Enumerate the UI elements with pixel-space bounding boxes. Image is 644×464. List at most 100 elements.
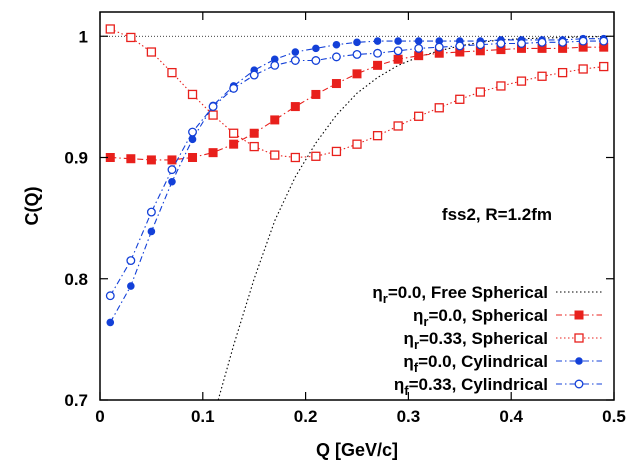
data-point	[311, 89, 321, 99]
data-point	[188, 127, 197, 137]
data-point	[435, 37, 444, 45]
data-point	[353, 38, 361, 47]
legend-label: ηr=0.33, Spherical	[404, 329, 548, 352]
data-point	[146, 47, 157, 57]
data-point	[270, 115, 280, 125]
data-point	[394, 37, 402, 45]
data-point	[290, 102, 300, 112]
series-4	[105, 36, 609, 301]
data-point	[249, 128, 259, 138]
data-point	[393, 121, 403, 131]
data-point	[228, 128, 239, 138]
data-point	[475, 87, 486, 97]
data-point	[126, 256, 136, 266]
data-point	[105, 24, 115, 34]
data-point	[558, 37, 568, 47]
y-tick-label: 0.9	[64, 149, 88, 168]
data-point	[106, 318, 115, 327]
data-point	[147, 227, 156, 236]
data-point	[373, 37, 382, 45]
data-point	[331, 79, 341, 89]
data-point	[393, 46, 403, 56]
data-point	[393, 54, 403, 64]
data-point	[557, 67, 568, 78]
x-tick-label: 0.4	[499, 407, 523, 426]
data-point	[290, 152, 300, 163]
data-point	[270, 60, 280, 70]
data-point	[229, 83, 239, 93]
data-point	[270, 55, 279, 64]
data-point	[414, 51, 424, 61]
data-point	[188, 135, 197, 144]
data-point	[578, 42, 588, 52]
data-point	[332, 40, 341, 49]
data-point	[249, 70, 259, 80]
legend-swatch-marker	[574, 310, 584, 320]
legend-label: ηf=0.0, Cylindrical	[403, 352, 548, 375]
data-point	[167, 165, 177, 175]
data-point	[270, 150, 280, 160]
x-axis-title: Q [GeV/c]	[316, 440, 398, 460]
data-point	[414, 43, 424, 53]
data-point	[290, 56, 300, 65]
x-tick-label: 0	[95, 407, 104, 426]
data-point	[496, 39, 506, 48]
legend-swatch-marker	[575, 357, 583, 365]
legend-label: ηf=0.33, Cylindrical	[394, 375, 548, 398]
axis-ticks: 0 0.1 0.2 0.3 0.4 0.5 0.7 0.8 0.9 1	[64, 12, 626, 426]
data-point	[352, 69, 362, 79]
data-point	[105, 153, 115, 162]
data-point	[537, 43, 547, 53]
data-point	[434, 103, 444, 113]
data-point	[537, 71, 547, 81]
data-point	[434, 48, 444, 58]
data-point	[291, 48, 300, 56]
data-point	[146, 155, 156, 165]
data-point	[146, 207, 156, 217]
data-point	[475, 46, 485, 56]
data-point	[188, 153, 198, 162]
data-point	[249, 141, 259, 152]
data-point	[331, 146, 342, 157]
data-point	[126, 154, 136, 164]
data-point	[599, 42, 609, 52]
data-point	[167, 67, 177, 78]
legend-label: ηr=0.0, Free Spherical	[372, 283, 548, 306]
plot-frame	[99, 11, 615, 401]
legend-label: ηr=0.0, Spherical	[413, 306, 548, 329]
data-point	[372, 131, 383, 141]
data-point	[517, 39, 526, 48]
data-point	[208, 102, 218, 112]
series-1	[105, 42, 609, 165]
data-point	[312, 44, 320, 53]
data-point	[414, 111, 424, 121]
data-point	[126, 32, 136, 43]
data-point	[496, 81, 506, 91]
data-point	[229, 139, 239, 149]
data-point	[516, 76, 527, 86]
data-point	[599, 61, 609, 72]
x-tick-label: 0.3	[397, 407, 421, 426]
data-point	[578, 64, 588, 74]
data-point	[373, 60, 383, 70]
data-point	[187, 89, 198, 100]
data-point	[599, 36, 609, 46]
data-point	[167, 155, 177, 165]
x-tick-label: 0.2	[294, 407, 318, 426]
data-point	[496, 45, 506, 55]
series-layer	[100, 24, 614, 400]
data-point	[434, 42, 444, 52]
data-point	[373, 48, 383, 58]
data-point	[105, 291, 115, 301]
data-point	[455, 47, 465, 57]
data-point	[537, 37, 547, 47]
data-point	[578, 36, 588, 46]
y-tick-label: 0.8	[64, 270, 88, 289]
data-point	[414, 37, 423, 45]
chart-annotation: fss2, R=1.2fm	[442, 205, 552, 224]
series-2	[105, 24, 609, 163]
data-point	[352, 139, 362, 149]
data-point	[558, 43, 568, 53]
x-tick-label: 0.1	[191, 407, 215, 426]
